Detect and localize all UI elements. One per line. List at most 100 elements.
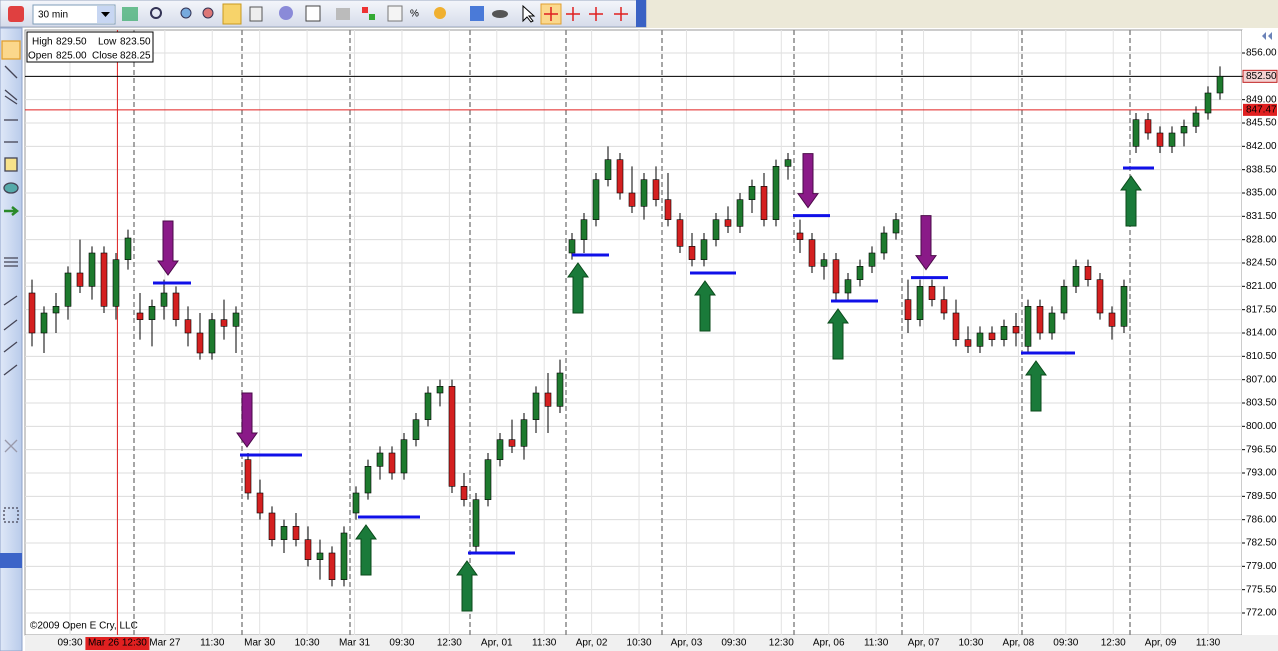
candle-body: [928, 286, 936, 300]
candle-body: [664, 199, 672, 220]
candle-body: [604, 159, 612, 180]
zoom-in-icon[interactable]: [180, 7, 192, 19]
buy-arrow: [694, 280, 716, 332]
y-tick-label: 810.50: [1246, 351, 1277, 362]
candle-body: [940, 299, 948, 314]
x-tick-label: 12:30: [437, 638, 462, 649]
buy-arrow: [355, 524, 377, 576]
candle-body: [424, 392, 432, 420]
y-tick-label: 856.00: [1246, 48, 1277, 59]
alert-icon[interactable]: [434, 7, 446, 19]
candle-body: [1144, 119, 1152, 134]
candle-body: [880, 232, 888, 254]
candle-body: [784, 159, 792, 167]
arrow-tool[interactable]: [4, 206, 20, 216]
tree-icon[interactable]: [336, 8, 350, 20]
color-icon[interactable]: [362, 7, 368, 13]
buy-arrow: [1120, 175, 1142, 227]
candle-body: [304, 539, 312, 560]
y-tick-label: 824.50: [1246, 258, 1277, 269]
interval-dropdown[interactable]: [32, 4, 116, 25]
x-tick-label: Apr, 02: [576, 638, 608, 649]
lock-icon[interactable]: [222, 3, 242, 25]
candle-body: [460, 486, 468, 500]
candle-body: [148, 306, 156, 320]
candle-body: [100, 252, 108, 307]
candle-body: [244, 459, 252, 494]
candle-body: [760, 186, 768, 220]
candle-body: [64, 272, 72, 307]
candle-body: [916, 286, 924, 320]
scroll-arrows[interactable]: [1262, 32, 1272, 40]
y-tick-label: 793.00: [1246, 468, 1277, 479]
y-tick-label: 807.00: [1246, 374, 1277, 385]
ellipse-tool[interactable]: [3, 182, 19, 194]
delete-tool[interactable]: [4, 439, 18, 453]
y-tick-label: 800.00: [1246, 421, 1277, 432]
percent-icon[interactable]: %: [410, 9, 419, 20]
pin-icon[interactable]: [8, 6, 24, 22]
candle-body: [856, 266, 864, 280]
candle-body: [700, 239, 708, 260]
x-tick-label: Apr, 09: [1145, 638, 1177, 649]
candle-body: [676, 219, 684, 247]
link-icon[interactable]: [470, 6, 484, 21]
y-tick-label: 796.50: [1246, 444, 1277, 455]
select-tool[interactable]: [1, 40, 21, 60]
region-tool[interactable]: [3, 507, 19, 523]
x-tick-label: 09:30: [721, 638, 746, 649]
y-tick-label: 814.00: [1246, 328, 1277, 339]
eraser-icon[interactable]: [492, 10, 508, 18]
gann-tools[interactable]: [3, 295, 18, 376]
candle-body: [40, 312, 48, 334]
toolbar-grip: [636, 0, 646, 27]
candle-body: [340, 532, 348, 580]
candle-body: [592, 179, 600, 220]
bar-type-icon[interactable]: [122, 7, 138, 21]
copyright: ©2009 Open E Cry, LLC: [30, 621, 138, 632]
y-tick-label: 838.50: [1246, 164, 1277, 175]
buy-arrow: [456, 560, 478, 612]
sell-arrow: [236, 392, 258, 448]
x-tick-label: Apr, 07: [908, 638, 940, 649]
note-tool[interactable]: [4, 157, 18, 172]
candle-body: [808, 239, 816, 267]
sell-arrow: [915, 215, 937, 271]
y-tick-label: 782.50: [1246, 538, 1277, 549]
candle-body: [508, 439, 516, 447]
color-icon-2[interactable]: [369, 14, 375, 20]
last-price-box: [1242, 69, 1278, 83]
channel-tool[interactable]: [4, 89, 18, 105]
globe-icon[interactable]: [279, 6, 293, 20]
candle-body: [364, 466, 372, 494]
candle-body: [352, 492, 360, 514]
x-tick-label: 09:30: [1053, 638, 1078, 649]
candle-body: [736, 199, 744, 227]
crosshair-icons: [544, 7, 628, 21]
line-tool[interactable]: [4, 65, 18, 79]
x-tick-label: Mar 30: [244, 638, 276, 649]
time-axis: [25, 635, 1278, 651]
candle-body: [76, 272, 84, 287]
study-icon[interactable]: [305, 5, 321, 22]
cursor-icon[interactable]: [522, 4, 536, 23]
candle-body: [412, 419, 420, 440]
zoom-out-icon[interactable]: [202, 7, 214, 19]
y-tick-label: 803.50: [1246, 398, 1277, 409]
candle-body: [712, 219, 720, 240]
candle-body: [976, 332, 984, 347]
x-tick-label: 12:30: [769, 638, 794, 649]
candle-body: [496, 439, 504, 460]
table-icon[interactable]: [387, 5, 403, 22]
candle-body: [112, 259, 120, 307]
candle-body: [400, 439, 408, 474]
zoom-icon[interactable]: [150, 7, 162, 19]
fib-tool[interactable]: [4, 257, 18, 267]
candle-body: [1156, 132, 1164, 147]
candle-body: [172, 292, 180, 320]
page-icon[interactable]: [249, 6, 263, 22]
y-tick-label: 831.50: [1246, 211, 1277, 222]
candle-body: [724, 219, 732, 227]
candle-body: [316, 552, 324, 560]
candle-body: [232, 312, 240, 327]
